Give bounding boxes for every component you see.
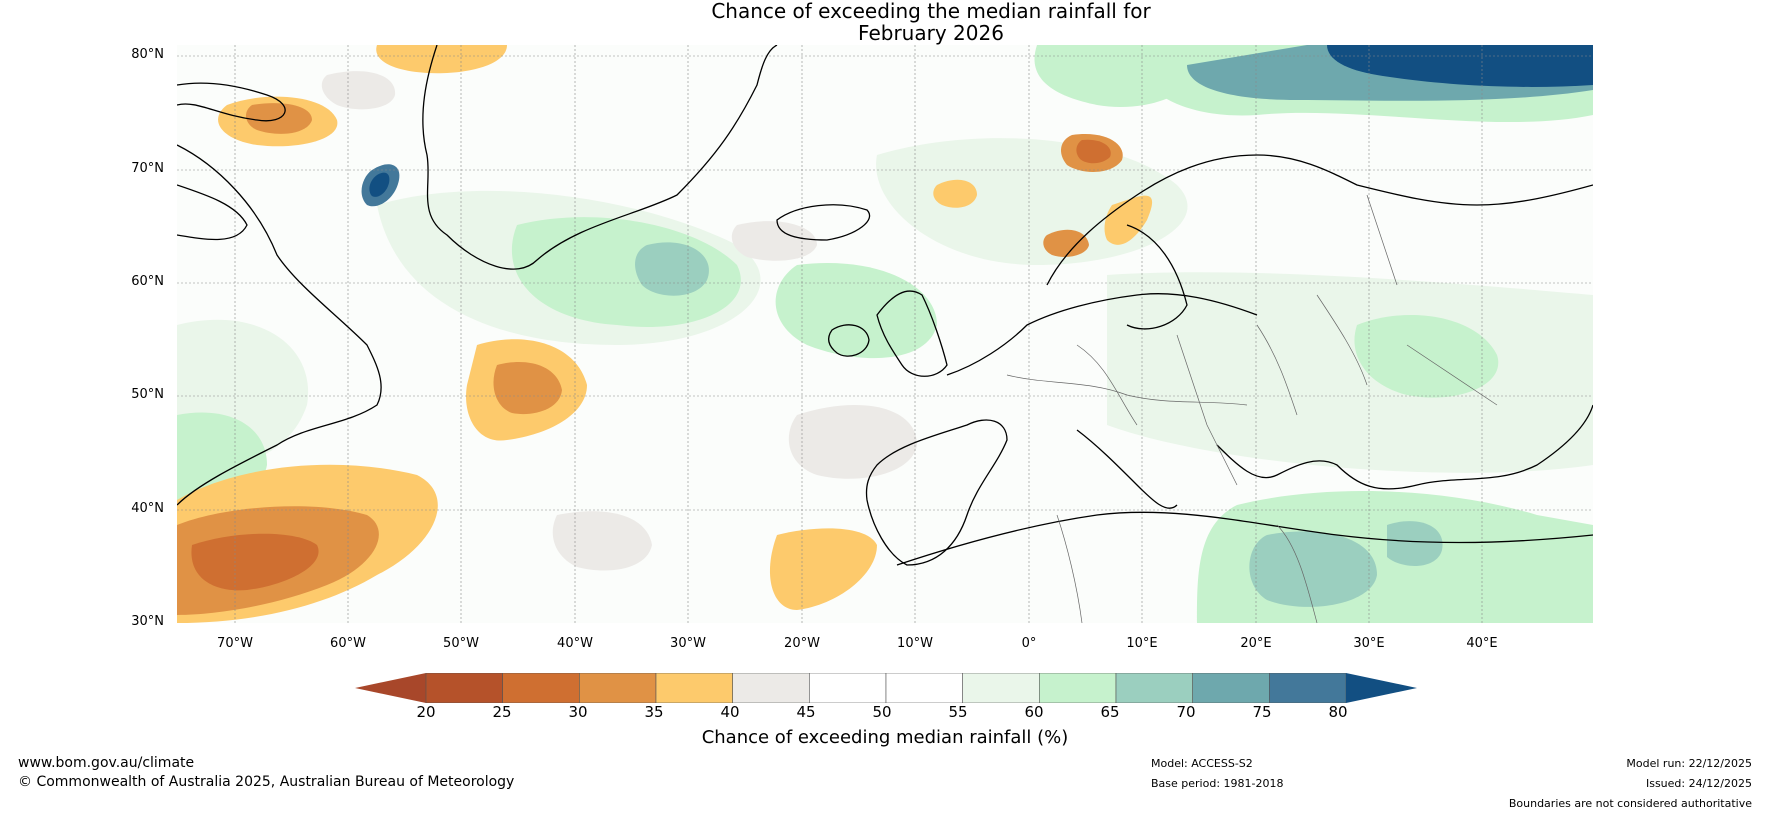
- rainfall-probability-map: [177, 45, 1593, 623]
- lon-label-40e: 40°E: [1466, 636, 1498, 651]
- lat-label-50n: 50°N: [131, 387, 164, 402]
- colorbar-low-arrow: [355, 673, 426, 703]
- lon-label-0: 0°: [1021, 636, 1037, 651]
- colorbar-tick-55: 55: [948, 703, 968, 721]
- colorbar-tick-70: 70: [1176, 703, 1196, 721]
- map-title-line2: February 2026: [858, 21, 1004, 45]
- colorbar-segment: [809, 673, 887, 703]
- colorbar-segment: [425, 673, 503, 703]
- colorbar-segment: [1192, 673, 1270, 703]
- colorbar-segment: [1269, 673, 1347, 703]
- copyright-text: © Commonwealth of Australia 2025, Austra…: [18, 774, 515, 790]
- lon-label-50w: 50°W: [443, 636, 479, 651]
- lon-label-20e: 20°E: [1240, 636, 1272, 651]
- coastlines: [177, 45, 1593, 566]
- colorbar-segment: [885, 673, 963, 703]
- boundary-disclaimer: Boundaries are not considered authoritat…: [1508, 797, 1752, 810]
- issued-date: Issued: 24/12/2025: [1645, 777, 1752, 790]
- colorbar-segment: [1039, 673, 1117, 703]
- map-title-line1: Chance of exceeding the median rainfall …: [711, 0, 1151, 23]
- colorbar-segment: [962, 673, 1040, 703]
- colorbar-tick-25: 25: [492, 703, 512, 721]
- lon-label-20w: 20°W: [784, 636, 820, 651]
- lat-label-70n: 70°N: [131, 161, 164, 176]
- colorbar-segment: [579, 673, 657, 703]
- colorbar-tick-60: 60: [1024, 703, 1044, 721]
- colorbar-label: Chance of exceeding median rainfall (%): [701, 727, 1069, 748]
- colorbar-tick-80: 80: [1328, 703, 1348, 721]
- lat-label-30n: 30°N: [131, 614, 164, 629]
- colorbar-tick-75: 75: [1252, 703, 1272, 721]
- colorbar-tick-40: 40: [720, 703, 740, 721]
- colorbar-segment: [1115, 673, 1193, 703]
- lon-label-30w: 30°W: [670, 636, 706, 651]
- colorbar-tick-45: 45: [796, 703, 816, 721]
- lon-label-60w: 60°W: [330, 636, 366, 651]
- colorbar-tick-30: 30: [568, 703, 588, 721]
- colorbar-tick-35: 35: [644, 703, 664, 721]
- colorbar-tick-50: 50: [872, 703, 892, 721]
- colorbar-high-arrow: [1346, 673, 1417, 703]
- colorbar-segment: [732, 673, 810, 703]
- lat-label-40n: 40°N: [131, 501, 164, 516]
- base-period: Base period: 1981-2018: [1151, 777, 1284, 790]
- website-link[interactable]: www.bom.gov.au/climate: [18, 755, 195, 771]
- graticule: [177, 45, 1593, 623]
- colorbar: [355, 673, 1417, 703]
- model-run-date: Model run: 22/12/2025: [1626, 757, 1752, 770]
- lat-label-60n: 60°N: [131, 274, 164, 289]
- colorbar-segment: [502, 673, 580, 703]
- country-borders: [1006, 194, 1498, 623]
- lon-label-30e: 30°E: [1353, 636, 1385, 651]
- model-name: Model: ACCESS-S2: [1151, 757, 1253, 770]
- lon-label-10e: 10°E: [1126, 636, 1158, 651]
- lat-label-80n: 80°N: [131, 47, 164, 62]
- colorbar-tick-65: 65: [1100, 703, 1120, 721]
- colorbar-tick-20: 20: [416, 703, 436, 721]
- colorbar-segment: [655, 673, 733, 703]
- lon-label-10w: 10°W: [897, 636, 933, 651]
- lon-label-40w: 40°W: [557, 636, 593, 651]
- lon-label-70w: 70°W: [217, 636, 253, 651]
